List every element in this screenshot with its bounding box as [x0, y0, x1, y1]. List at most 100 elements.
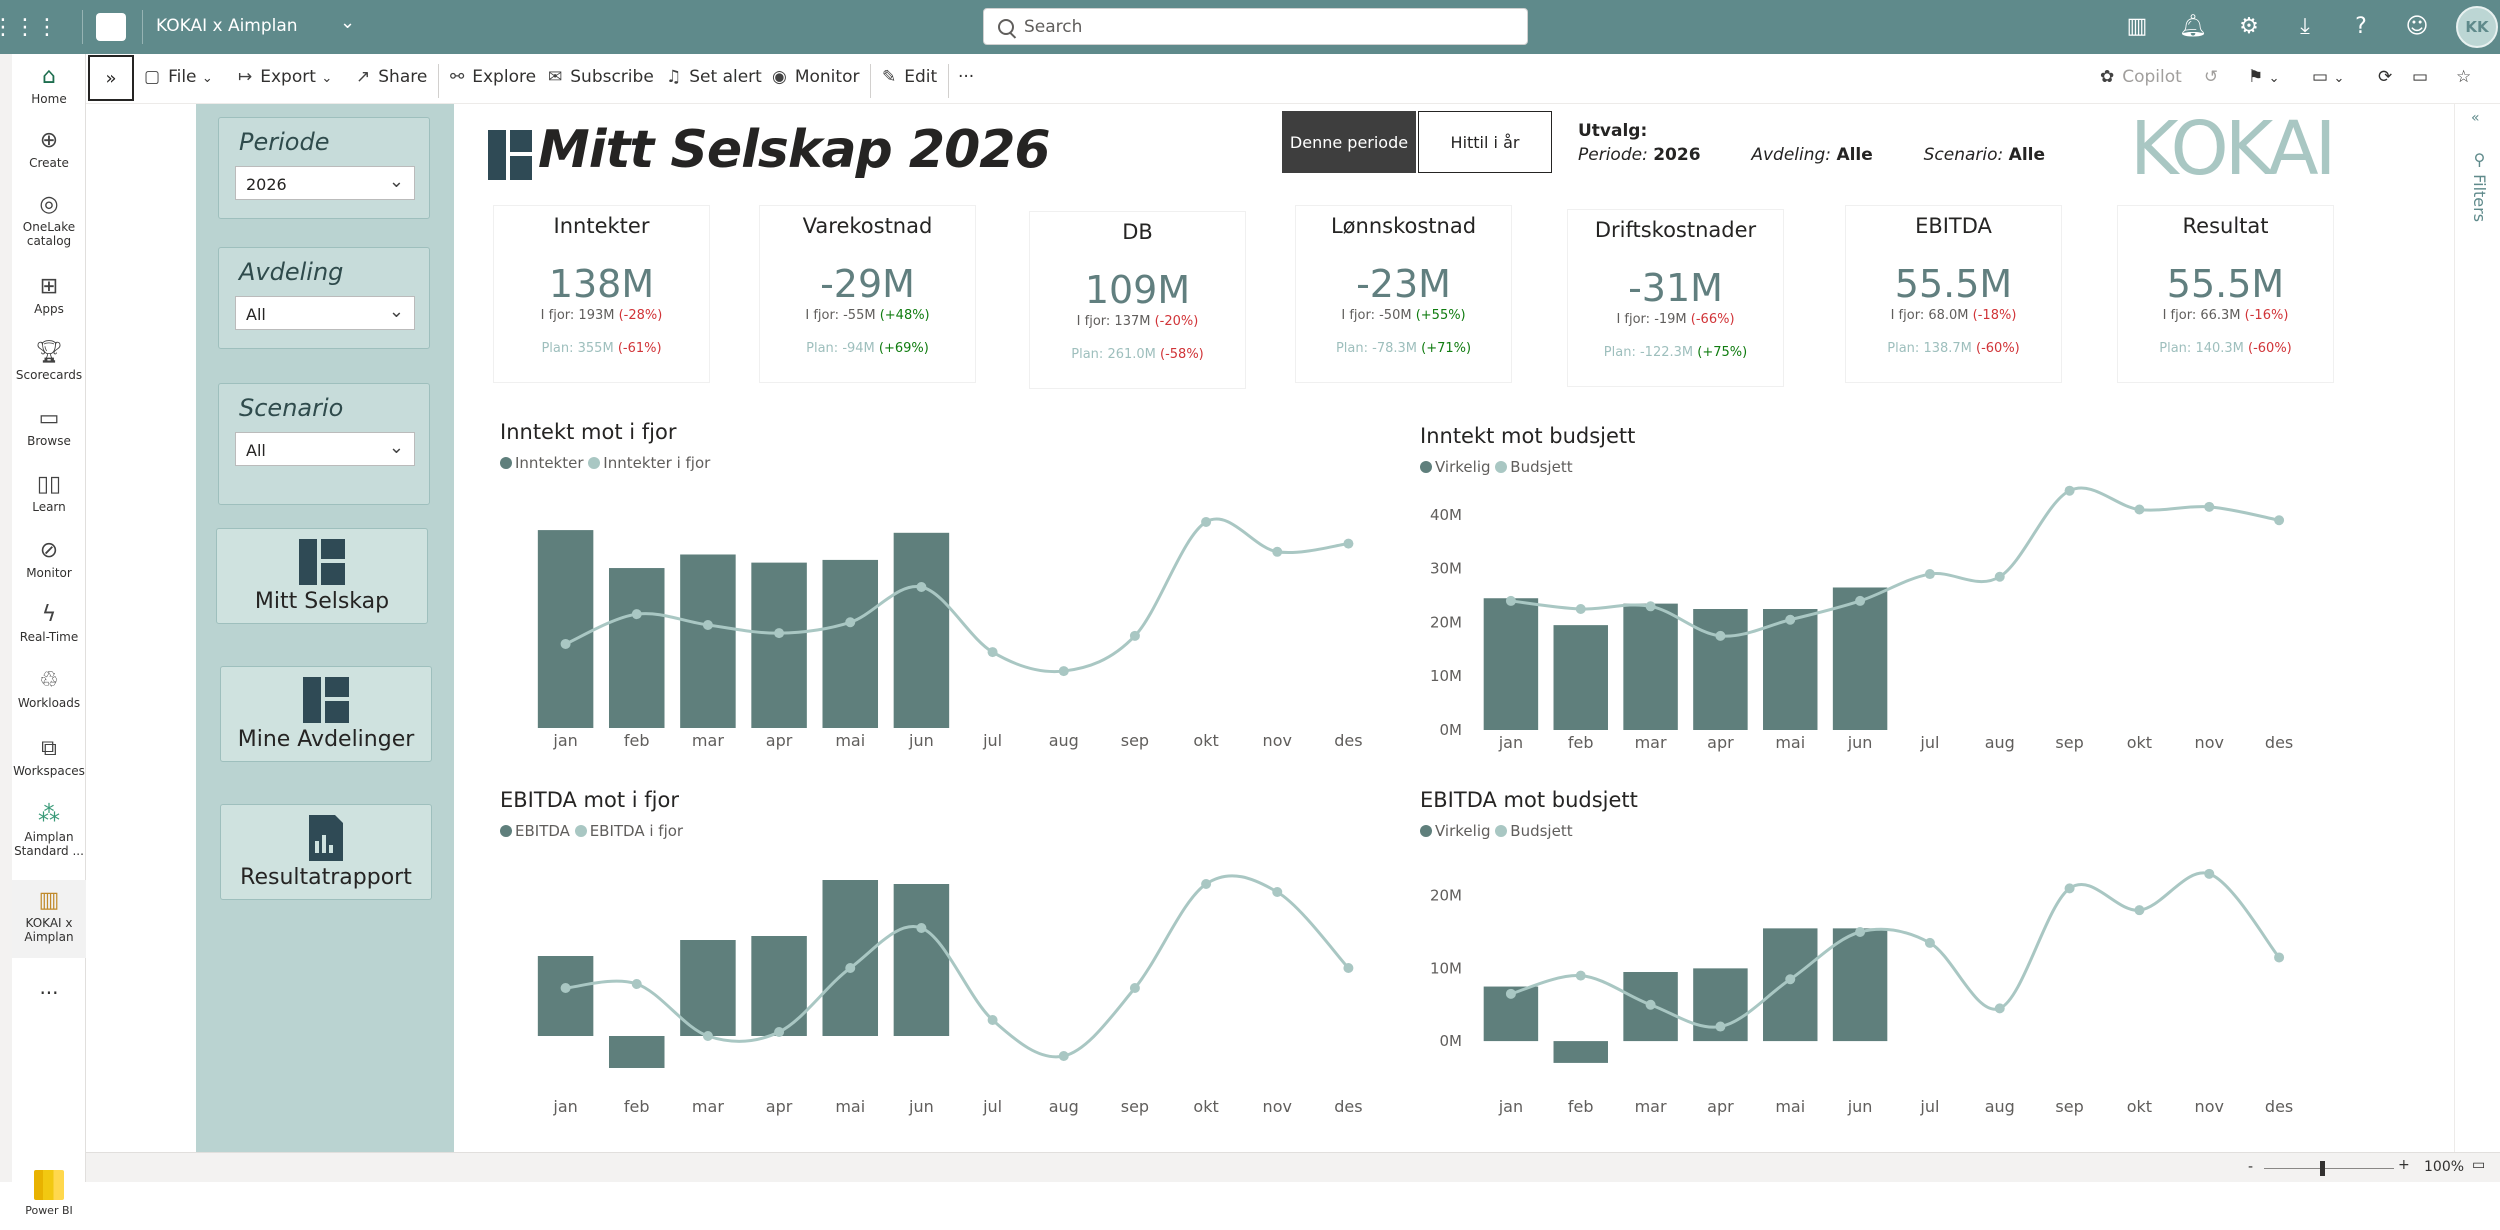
legend-entry: Inntekter i fjor [603, 454, 711, 472]
ly-label: I fjor: [540, 308, 575, 323]
nav-mine-avdelinger-button[interactable]: Mine Avdelinger [220, 666, 432, 762]
kpi-value: 109M [1084, 268, 1191, 312]
set-alert-button[interactable]: ♫ Set alert [666, 67, 762, 87]
app-launcher-icon[interactable]: ⋮⋮⋮ [0, 14, 58, 40]
nav-label: Aimplan Standard ... [14, 830, 84, 858]
bar-mai [822, 559, 879, 728]
periode-dropdown[interactable]: 2026 ⌄ [235, 166, 415, 200]
download-icon[interactable]: ⤓ [2300, 14, 2310, 39]
y-tick-label: 20M [1430, 887, 1462, 905]
nav-resultatrapport-button[interactable]: Resultatrapport [220, 804, 432, 900]
zoom-slider[interactable] [2264, 1168, 2394, 1169]
line-point-mar [702, 619, 713, 630]
chart-svg: 0M 10M 20M 30M 40M jan feb mar apr mai jun jul aug se… [1430, 485, 2293, 752]
scenario-dropdown[interactable]: All ⌄ [235, 432, 415, 466]
nav-label: KOKAI x Aimplan [24, 916, 74, 944]
line-point-okt [2134, 905, 2145, 916]
star-icon[interactable]: ☆ [2456, 67, 2472, 87]
hittil-i-ar-toggle[interactable]: Hittil i år [1418, 111, 1552, 173]
nav-mitt-selskap-button[interactable]: Mitt Selskap [216, 528, 428, 624]
line-point-nov [1272, 546, 1283, 557]
powerbi-switcher[interactable]: Power BI [14, 1166, 84, 1230]
bell-icon[interactable]: 🔔︎ [2179, 14, 2207, 39]
fit-to-page-icon[interactable]: ▭ [2472, 1157, 2486, 1173]
nav-browse[interactable]: ▭ Browse [12, 404, 86, 448]
ly-label: I fjor: [1076, 314, 1111, 329]
plan-delta: (+75%) [1697, 345, 1748, 360]
pencil-icon: ✎ [882, 67, 897, 87]
bookmark-icon[interactable]: ⚑ ⌄ [2248, 67, 2280, 87]
file-menu[interactable]: ▢ File ⌄ [144, 67, 213, 87]
edit-button[interactable]: ✎ Edit [882, 67, 937, 87]
panel-toggle-icon[interactable]: ▥ [2126, 14, 2148, 39]
zoom-slider-thumb[interactable] [2320, 1161, 2325, 1176]
zoom-in-button[interactable]: + [2398, 1157, 2410, 1173]
share-button[interactable]: ↗ Share [356, 67, 427, 87]
more-options-button[interactable]: ··· [958, 67, 975, 87]
nav-learn[interactable]: ▯▯ Learn [12, 470, 86, 514]
bar-mar [1623, 603, 1678, 730]
nav-scorecards[interactable]: 🏆︎ Scorecards [12, 338, 86, 382]
dashboard-icon-graphic [299, 539, 345, 585]
feedback-icon[interactable]: ☺ [2405, 14, 2429, 39]
collapse-icon[interactable]: « [2471, 110, 2480, 126]
plan-value: -122.3M [1639, 345, 1694, 360]
avdeling-dropdown[interactable]: All ⌄ [235, 296, 415, 330]
ly-label: I fjor: [2162, 308, 2197, 323]
reset-icon[interactable]: ↺ [2204, 67, 2219, 87]
refresh-icon[interactable]: ⟳ [2378, 67, 2393, 87]
y-tick-label: 0M [1440, 721, 1463, 739]
denne-periode-toggle[interactable]: Denne periode [1282, 111, 1416, 173]
x-tick-label: apr [766, 731, 793, 750]
expand-pages-button[interactable]: » [88, 55, 134, 101]
export-menu[interactable]: ↦ Export ⌄ [238, 67, 332, 87]
x-tick-label: feb [1568, 1097, 1594, 1116]
line-point-jul [987, 647, 998, 658]
x-tick-label: mar [692, 731, 724, 750]
nav-real-time[interactable]: ϟ Real-Time [12, 600, 86, 644]
explore-button[interactable]: ⚯ Explore [450, 67, 536, 87]
help-icon[interactable]: ? [2355, 14, 2367, 39]
nav-home[interactable]: ⌂ Home [12, 62, 86, 106]
avdeling-label: Avdeling: [1751, 145, 1832, 165]
kpi-title: DB [1122, 220, 1153, 244]
comment-icon[interactable]: ▭ [2412, 67, 2429, 87]
selection-summary: Utvalg: Periode: 2026 Avdeling: Alle Sce… [1578, 121, 2045, 165]
workspace-icon[interactable] [96, 13, 126, 41]
subscribe-button[interactable]: ✉ Subscribe [548, 67, 654, 87]
zoom-out-button[interactable]: - [2248, 1159, 2254, 1175]
nav-create[interactable]: ⊕ Create [12, 126, 86, 170]
top-bar: ⋮⋮⋮ KOKAI x Aimplan ⌄ Search ▥ 🔔︎ ⚙ ⤓ ? … [0, 0, 2500, 54]
nav-monitor[interactable]: ⊘ Monitor [12, 536, 86, 580]
avatar[interactable]: KK [2456, 6, 2498, 48]
trophy-icon: 🏆︎ [35, 340, 63, 365]
nav-more-button[interactable]: ... [39, 975, 59, 999]
nav-label: Browse [27, 434, 71, 448]
nav-apps[interactable]: ⊞ Apps [12, 272, 86, 316]
filters-label: Filters [2470, 174, 2489, 223]
chevron-down-icon[interactable]: ⌄ [340, 12, 356, 33]
line-point-okt [2134, 504, 2145, 515]
nav-label: Workloads [17, 696, 81, 710]
gear-icon[interactable]: ⚙ [2239, 14, 2259, 39]
monitor-button[interactable]: ◉ Monitor [772, 67, 859, 87]
filters-pane-toggle[interactable]: ⚲ Filters [2470, 150, 2489, 222]
search-placeholder: Search [1024, 16, 1083, 37]
chart-legend: Virkelig Budsjett [1420, 458, 1573, 476]
search-input[interactable]: Search [983, 8, 1528, 45]
bar-feb [1553, 625, 1608, 730]
nav-workspaces[interactable]: ⧉ Workspaces [12, 734, 86, 778]
nav-workloads[interactable]: ♲ Workloads [12, 666, 86, 710]
plan-label: Plan: [1603, 345, 1636, 360]
bar-mar [680, 554, 736, 728]
x-tick-label: aug [1049, 731, 1079, 750]
chart-inntekt-mot-budsjett: 0M 10M 20M 30M 40M jan feb mar apr mai jun jul aug se… [1414, 418, 2334, 770]
app-name[interactable]: KOKAI x Aimplan [156, 16, 298, 36]
nav-kokai-x-aimplan[interactable]: ▥ KOKAI x Aimplan [12, 880, 86, 958]
ly-value: -50M [1379, 308, 1412, 323]
x-tick-label: des [1334, 731, 1362, 750]
nav-onelake-catalog[interactable]: ◎ OneLake catalog [12, 190, 86, 248]
copilot-button[interactable]: ✿ Copilot [2100, 67, 2182, 87]
nav-aimplan-standard[interactable]: ⁂ Aimplan Standard ... [12, 800, 86, 858]
view-icon[interactable]: ▭ ⌄ [2312, 67, 2345, 87]
